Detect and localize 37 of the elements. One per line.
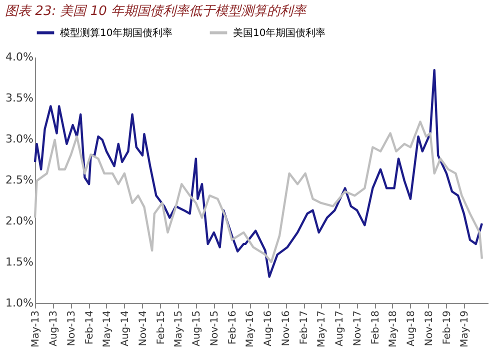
x-tick-label: Aug-13 bbox=[48, 310, 60, 346]
x-tick-label: Feb-16 bbox=[227, 310, 238, 345]
x-tick-label: Aug-15 bbox=[191, 310, 202, 346]
x-tick-label: Aug-17 bbox=[334, 310, 346, 346]
x-tick-label: May-19 bbox=[459, 310, 470, 348]
chart-title: 图表 23: 美国 10 年期国债利率低于模型测算的利率 bbox=[5, 3, 308, 19]
x-tick-label: Feb-14 bbox=[84, 310, 96, 345]
y-tick-label: 1.0% bbox=[6, 296, 34, 310]
x-tick-label: May-18 bbox=[388, 310, 399, 348]
x-tick-label: Nov-16 bbox=[281, 310, 292, 346]
x-tick-label: Nov-14 bbox=[138, 310, 149, 346]
x-tick-label: May-16 bbox=[245, 310, 256, 348]
x-tick-label: Nov-13 bbox=[66, 310, 78, 346]
x-tick-label: Aug-16 bbox=[263, 310, 274, 346]
legend-label: 模型测算10年期国债利率 bbox=[60, 26, 173, 39]
x-tick-label: Feb-15 bbox=[156, 310, 167, 345]
x-tick-label: Feb-18 bbox=[370, 310, 382, 345]
x-tick-label: Feb-19 bbox=[442, 310, 453, 345]
x-tick-label: Nov-15 bbox=[209, 310, 220, 346]
x-tick-label: Aug-14 bbox=[120, 310, 131, 346]
line-series bbox=[34, 69, 484, 278]
y-tick-label: 2.5% bbox=[6, 174, 34, 186]
x-tick-label: May-17 bbox=[316, 310, 328, 348]
legend-label: 美国10年期国债利率 bbox=[233, 26, 326, 39]
x-tick-label: May-13 bbox=[30, 310, 42, 348]
x-tick-label: May-14 bbox=[102, 310, 113, 348]
y-tick-label: 3.5% bbox=[6, 92, 34, 104]
x-tick-label: Nov-18 bbox=[424, 310, 435, 346]
y-tick-label: 4.0% bbox=[6, 50, 34, 64]
x-tick-label: Feb-17 bbox=[299, 310, 310, 345]
y-tick-label: 2.0% bbox=[6, 214, 34, 228]
x-tick-label: Aug-18 bbox=[406, 310, 417, 346]
line-series bbox=[34, 120, 484, 264]
x-tick-label: Nov-17 bbox=[352, 310, 364, 346]
y-tick-label: 1.5% bbox=[6, 256, 34, 268]
y-tick-label: 3.0% bbox=[6, 132, 34, 146]
x-tick-label: May-15 bbox=[173, 310, 184, 348]
